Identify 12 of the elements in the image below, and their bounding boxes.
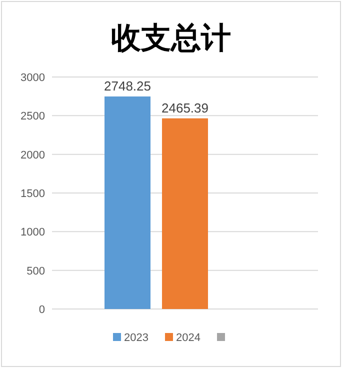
y-tick-label: 500 xyxy=(26,265,45,278)
chart-title: 收支总计 xyxy=(111,22,231,55)
y-tick-label: 0 xyxy=(38,304,45,316)
legend-label: 2023 xyxy=(124,332,148,344)
data-label: 2465.39 xyxy=(162,100,208,116)
y-tick-label: 2500 xyxy=(20,110,45,123)
legend-label: 2024 xyxy=(176,332,200,344)
y-tick-label: 1000 xyxy=(20,226,45,239)
data-label: 2748.25 xyxy=(104,78,151,94)
y-tick-label: 1500 xyxy=(20,188,45,200)
y-tick-label: 3000 xyxy=(20,72,45,84)
y-tick-label: 2000 xyxy=(20,149,45,162)
